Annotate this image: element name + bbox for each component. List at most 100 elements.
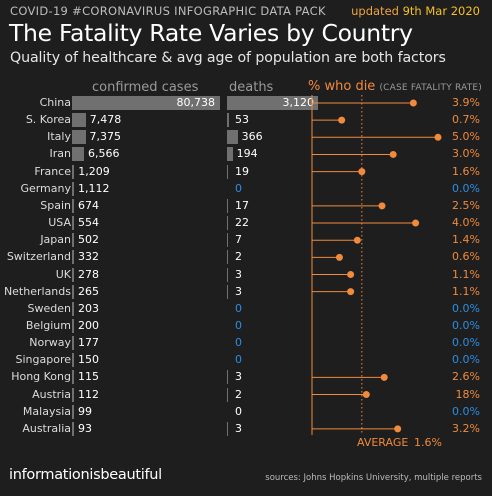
cases-bar xyxy=(72,336,74,351)
cases-bar xyxy=(72,233,74,248)
updated-stamp: updated 9th Mar 2020 xyxy=(351,4,480,18)
deaths-bar xyxy=(227,421,228,436)
cases-value: 93 xyxy=(78,421,92,435)
rate-value: 3.0% xyxy=(452,147,480,161)
rate-dot xyxy=(389,150,397,158)
rate-value: 0.6% xyxy=(452,250,480,264)
country-label: S. Korea xyxy=(25,113,71,127)
country-label: China xyxy=(39,96,71,109)
cases-value: 1,209 xyxy=(78,164,110,178)
deaths-bar xyxy=(227,250,228,265)
country-label: Singapore xyxy=(15,353,72,367)
country-label: Malaysia xyxy=(22,404,71,418)
country-label: France xyxy=(34,164,71,178)
rate-dot xyxy=(409,99,417,107)
cases-value: 1,112 xyxy=(78,181,110,195)
cases-bar xyxy=(72,353,74,368)
cases-bar xyxy=(72,421,74,436)
deaths-bar xyxy=(227,113,229,128)
cases-bar xyxy=(72,387,74,402)
cases-value: 278 xyxy=(78,267,99,281)
rate-value: 1.1% xyxy=(452,284,480,298)
deaths-value: 2 xyxy=(235,250,242,264)
cases-bar xyxy=(72,113,86,128)
rate-dot xyxy=(362,391,370,399)
cases-value: 203 xyxy=(78,301,99,315)
rate-value: 0.0% xyxy=(452,318,480,332)
confirmed-cases-header: confirmed cases xyxy=(92,80,199,95)
deaths-value: 3 xyxy=(235,267,242,281)
country-label: UK xyxy=(55,267,71,281)
cases-bar xyxy=(72,318,74,333)
deaths-value: 3 xyxy=(235,284,242,298)
fatality-rate-header: % who die (CASE FATALITY RATE) xyxy=(308,79,482,94)
country-label: Switzerland xyxy=(6,250,71,264)
country-label: Belgium xyxy=(25,318,71,332)
cases-bar xyxy=(72,250,74,265)
country-label: Japan xyxy=(40,233,71,247)
rate-value: 0.0% xyxy=(452,404,480,418)
average-label: AVERAGE 1.6% xyxy=(357,436,442,449)
deaths-bar xyxy=(227,233,228,248)
sources-note: sources: Johns Hopkins University, multi… xyxy=(265,473,482,483)
rate-dot xyxy=(394,425,402,433)
deaths-value: 17 xyxy=(235,198,249,212)
cases-bar xyxy=(72,147,85,162)
rate-value: 2.5% xyxy=(452,198,480,212)
cases-value: 99 xyxy=(78,404,92,418)
rate-dot xyxy=(353,236,361,244)
country-label: Austria xyxy=(32,387,71,401)
rate-dot xyxy=(378,202,386,210)
rate-value: 1.1% xyxy=(452,267,480,281)
average-text: AVERAGE xyxy=(357,436,409,449)
cases-bar xyxy=(72,267,74,282)
deaths-bar xyxy=(227,370,228,385)
chart-subtitle: Quality of healthcare & avg age of popul… xyxy=(10,50,446,66)
rate-value: 0.0% xyxy=(452,301,480,315)
deaths-bar xyxy=(227,387,228,402)
updated-prefix: updated xyxy=(351,4,399,18)
deaths-bar xyxy=(227,216,228,231)
deaths-value: 3,120 xyxy=(282,96,315,109)
deaths-bar xyxy=(227,284,228,299)
rate-value: 18% xyxy=(455,387,480,401)
fatality-rate-title: % who die xyxy=(308,79,376,94)
country-label: USA xyxy=(48,216,71,230)
cases-value: 6,566 xyxy=(88,147,120,161)
country-label: Norway xyxy=(29,336,71,350)
cases-bar xyxy=(72,181,75,196)
rate-dot xyxy=(358,168,366,176)
cases-bar xyxy=(72,284,74,299)
cases-value: 332 xyxy=(78,250,99,264)
rate-dot xyxy=(347,288,355,296)
deaths-value: 3 xyxy=(235,421,242,435)
cases-value: 554 xyxy=(78,216,99,230)
cases-bar xyxy=(72,96,220,110)
cases-bar xyxy=(72,404,74,419)
deaths-value: 3 xyxy=(235,370,242,384)
deaths-bar xyxy=(227,267,228,282)
deaths-value: 0 xyxy=(235,404,242,418)
cases-value: 502 xyxy=(78,233,99,247)
cases-bar xyxy=(72,301,74,316)
cases-value: 7,478 xyxy=(89,113,122,127)
cases-bar xyxy=(72,216,74,231)
deaths-bar xyxy=(227,130,238,145)
rate-value: 3.2% xyxy=(452,421,480,435)
deaths-bar xyxy=(227,198,228,213)
country-label: Australia xyxy=(22,421,71,435)
fatality-rate-note: (CASE FATALITY RATE) xyxy=(379,83,482,93)
rate-value: 1.4% xyxy=(452,233,480,247)
rate-value: 4.0% xyxy=(452,216,480,230)
rate-value: 0.0% xyxy=(452,353,480,367)
deaths-value: 53 xyxy=(235,113,249,127)
deaths-value: 2 xyxy=(235,387,242,401)
rate-value: 3.9% xyxy=(452,96,480,109)
chart-title: The Fatality Rate Varies by Country xyxy=(9,19,413,47)
deaths-value: 0 xyxy=(235,318,242,332)
deaths-bar xyxy=(227,96,318,110)
deaths-value: 0 xyxy=(235,181,242,195)
rate-dot xyxy=(434,133,442,141)
rate-dot xyxy=(412,219,420,227)
